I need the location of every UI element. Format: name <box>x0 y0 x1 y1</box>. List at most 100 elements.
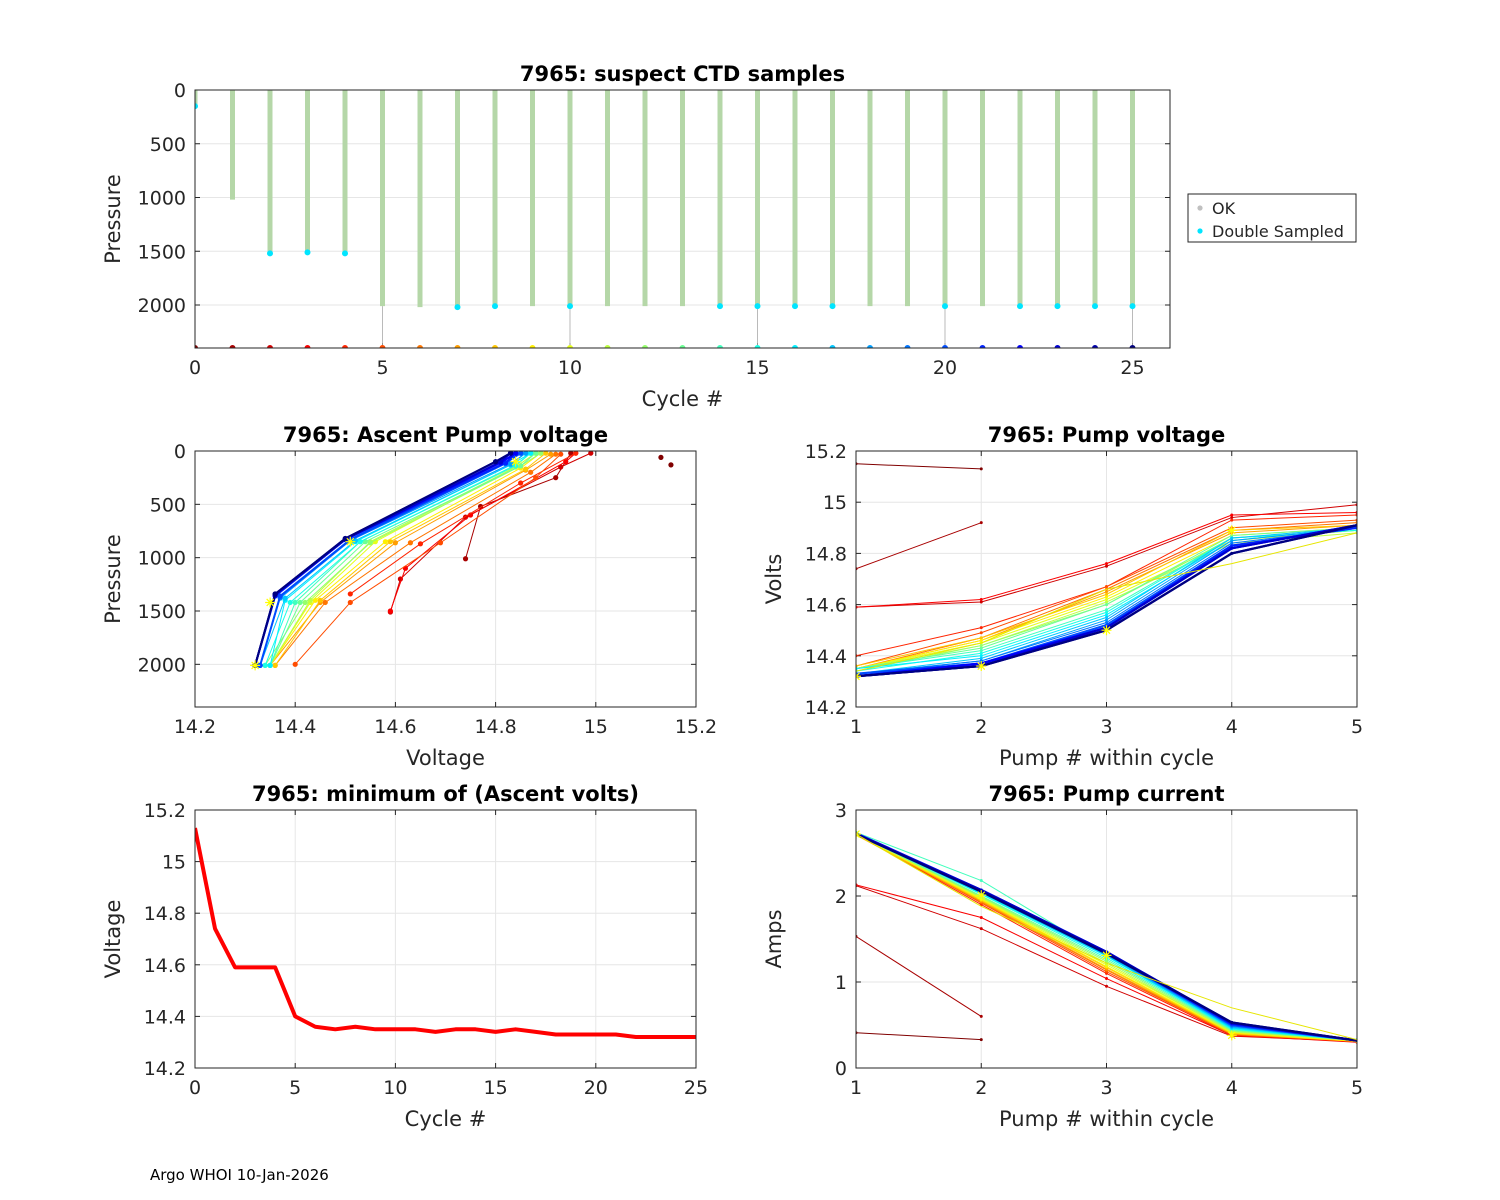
series-line <box>350 452 576 595</box>
double-sampled-point <box>1054 303 1061 310</box>
y-tick-label: 0 <box>835 1058 847 1080</box>
y-tick-label: 500 <box>150 134 186 156</box>
y-axis-label: Volts <box>762 554 786 605</box>
series-point <box>1105 595 1108 599</box>
series-point <box>382 539 388 545</box>
marker-star <box>976 890 987 901</box>
series-point <box>543 451 549 456</box>
x-tick-label: 20 <box>584 1077 608 1099</box>
y-tick-label: 500 <box>150 494 186 516</box>
series-point <box>417 541 424 547</box>
plot-area <box>195 827 696 1040</box>
series-point <box>1105 564 1108 568</box>
series-point <box>1105 977 1108 981</box>
cycle-marker <box>679 345 686 348</box>
x-tick-label: 5 <box>1351 1077 1363 1099</box>
series-point <box>407 540 414 546</box>
y-tick-label: 14.4 <box>144 1006 186 1028</box>
series-line <box>856 935 982 1017</box>
y-tick-label: 14.6 <box>805 595 847 617</box>
series-line <box>856 522 982 570</box>
series-point <box>668 462 674 468</box>
series-point <box>979 927 983 931</box>
x-tick-label: 25 <box>1120 357 1144 379</box>
series-point <box>302 599 308 606</box>
double-sampled-point <box>195 103 198 110</box>
series-point <box>979 638 983 642</box>
double-sampled-point <box>492 303 498 310</box>
cycle-marker <box>229 345 236 348</box>
chart-title: 7965: Pump voltage <box>988 423 1226 447</box>
x-tick-label: 14.8 <box>474 716 516 738</box>
double-sampled-point <box>717 303 723 310</box>
series-point <box>1105 562 1108 566</box>
series-point <box>523 451 529 456</box>
series-point <box>979 636 983 640</box>
double-sampled-point <box>829 303 836 310</box>
plot-background <box>195 810 696 1068</box>
chart-title: 7965: Ascent Pump voltage <box>283 423 608 447</box>
y-tick-label: 1000 <box>138 548 186 570</box>
series-point <box>1105 621 1108 625</box>
double-sampled-point <box>942 303 948 310</box>
series-point <box>1105 613 1108 617</box>
series-point <box>392 540 398 546</box>
cycle-marker <box>1129 345 1136 348</box>
series-point <box>1105 608 1108 612</box>
y-tick-label: 14.2 <box>144 1058 186 1080</box>
series-point <box>518 480 524 486</box>
chart-minv: 0 5 10 15 20 25 14.2 14.4 14.6 14.8 15 15.2 7965: mi… <box>101 782 708 1131</box>
series-point <box>1230 536 1234 540</box>
series-point <box>437 540 444 546</box>
cycle-marker <box>829 345 836 348</box>
cycle-marker <box>267 345 273 348</box>
series-point <box>297 599 303 606</box>
x-tick-label: 2 <box>975 716 987 738</box>
x-tick-label: 3 <box>1100 716 1112 738</box>
y-tick-label: 2 <box>835 886 847 908</box>
series-point <box>1105 585 1108 589</box>
cycle-marker <box>754 345 761 348</box>
series-point <box>1105 600 1108 604</box>
series-point <box>979 651 983 655</box>
series-point <box>558 451 564 457</box>
cycle-marker <box>1054 345 1061 348</box>
series-point <box>1230 1020 1234 1024</box>
series-point <box>979 644 983 648</box>
series-point <box>979 626 983 630</box>
series-point <box>979 656 983 660</box>
series-point <box>979 1038 983 1042</box>
x-tick-label: 25 <box>684 1077 708 1099</box>
series-point <box>1230 546 1234 550</box>
x-tick-label: 4 <box>1226 716 1238 738</box>
marker-star <box>250 660 261 671</box>
y-tick-label: 15 <box>823 492 847 514</box>
series-point <box>979 597 983 601</box>
outlier-line <box>856 532 1357 672</box>
series-point <box>322 599 328 606</box>
plot-frame <box>855 809 1358 1069</box>
series-point <box>553 451 559 457</box>
y-tick-label: 2000 <box>138 654 186 676</box>
x-tick-label: 3 <box>1100 1077 1112 1099</box>
cycle-marker <box>529 345 536 348</box>
chart-ascent: 14.2 14.4 14.6 14.8 15 15.2 0 500 1000 1500 2000 79… <box>101 423 717 770</box>
x-tick-label: 1 <box>850 716 862 738</box>
series-point <box>508 461 514 467</box>
x-tick-label: 4 <box>1226 1077 1238 1099</box>
series-point <box>292 661 298 667</box>
x-axis-label: Pump # within cycle <box>999 1107 1214 1131</box>
series-point <box>508 451 514 456</box>
series-point <box>548 451 554 457</box>
series-point <box>1105 597 1108 601</box>
series-point <box>282 595 288 601</box>
x-tick-label: 0 <box>189 1077 201 1099</box>
series-point <box>367 540 373 546</box>
series-point <box>312 597 318 603</box>
series-point <box>538 451 544 456</box>
y-axis-label: Voltage <box>101 900 125 979</box>
x-tick-label: 20 <box>933 357 957 379</box>
series-point <box>387 608 393 614</box>
x-axis-label: Voltage <box>406 746 485 770</box>
y-tick-label: 14.6 <box>144 955 186 977</box>
